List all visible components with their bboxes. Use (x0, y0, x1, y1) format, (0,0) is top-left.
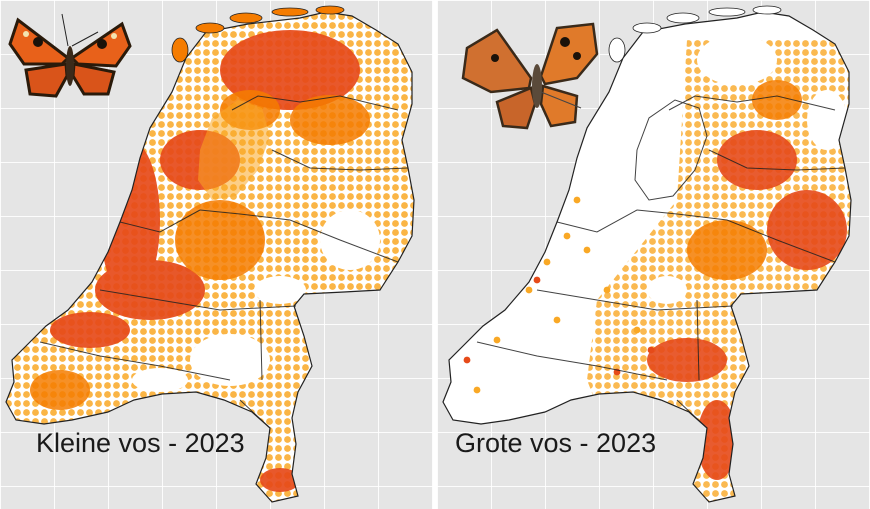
map-title: Kleine vos - 2023 (36, 428, 245, 458)
netherlands-map (5, 5, 415, 503)
map-title: Grote vos - 2023 (455, 428, 657, 458)
large-tortoiseshell-butterfly-icon (461, 22, 599, 130)
map-panel-grote-vos: Grote vos - 2023 (437, 0, 870, 509)
wadden-islands (608, 5, 782, 63)
netherlands-map (442, 5, 852, 503)
country-outline (442, 11, 852, 503)
country-outline (5, 11, 415, 503)
small-tortoiseshell-butterfly-icon (8, 13, 132, 98)
map-panel-kleine-vos: Kleine vos - 2023 (0, 0, 433, 509)
wadden-islands (171, 5, 345, 63)
panel-divider (433, 0, 437, 509)
